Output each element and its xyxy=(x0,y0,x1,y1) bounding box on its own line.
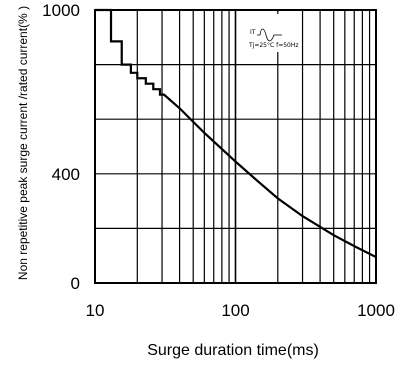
series-layer xyxy=(95,8,377,259)
waveform-inset: IT Tj=25°C f=50Hz xyxy=(247,14,299,52)
plot-frame xyxy=(94,9,377,284)
y-tick-label: 400 xyxy=(52,165,80,184)
inset-box xyxy=(247,14,282,52)
grid-layer xyxy=(95,10,376,283)
inset-label-it: IT xyxy=(250,29,256,36)
x-tick-label: 1000 xyxy=(357,301,395,320)
inset-label-conditions: Tj=25°C f=50Hz xyxy=(248,42,299,49)
x-tick-label: 100 xyxy=(221,301,249,320)
surge-curve xyxy=(95,8,377,259)
x-tick-label: 10 xyxy=(86,301,105,320)
y-tick-label: 1000 xyxy=(42,1,80,20)
x-axis-label: Surge duration time(ms) xyxy=(147,342,319,359)
sine-pulse-icon xyxy=(257,28,282,42)
y-axis-label: Non repetitive peak surge current /rated… xyxy=(16,6,30,280)
tick-layer: 10 100 1000 0 400 1000 xyxy=(42,1,395,320)
y-tick-label: 0 xyxy=(71,274,80,293)
